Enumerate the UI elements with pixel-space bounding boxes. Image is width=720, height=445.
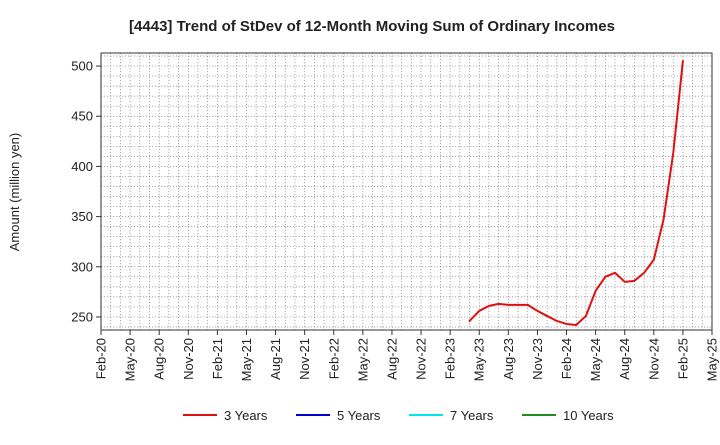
- x-tick-label: Feb-21: [210, 338, 225, 379]
- y-tick-label: 300: [71, 259, 93, 274]
- y-tick-label: 250: [71, 309, 93, 324]
- x-tick-label: Aug-24: [617, 338, 632, 380]
- x-tick-label: Aug-21: [268, 338, 283, 380]
- grid-layer: [100, 53, 713, 330]
- x-tick-label: Nov-22: [414, 338, 429, 380]
- x-tick-label: Nov-20: [181, 338, 196, 380]
- plot-frame: [100, 52, 713, 331]
- y-tick-label: 500: [71, 59, 93, 74]
- x-tick-label: Aug-22: [384, 338, 399, 380]
- x-tick-label: May-22: [355, 338, 370, 381]
- legend-label: 5 Years: [337, 408, 381, 423]
- y-axis-label: Amount (million yen): [7, 133, 22, 252]
- legend-label: 3 Years: [224, 408, 268, 423]
- x-tick-label: Nov-23: [530, 338, 545, 380]
- x-tick-label: Feb-23: [443, 338, 458, 379]
- legend-label: 10 Years: [563, 408, 614, 423]
- x-tick-label: Feb-24: [559, 338, 574, 379]
- x-tick-label: Nov-21: [297, 338, 312, 380]
- x-tick-label: Feb-22: [326, 338, 341, 379]
- x-tick-label: May-23: [472, 338, 487, 381]
- axis-layer: 250 300 350 400 450 500 Feb-20 May-20 Aug-20 Nov-…: [71, 52, 720, 381]
- y-tick-label: 350: [71, 209, 93, 224]
- series-layer: [468, 60, 684, 326]
- legend: 3 Years 5 Years 7 Years 10 Years: [183, 408, 614, 423]
- x-tick-label: Nov-24: [646, 338, 661, 380]
- x-tick-label: Aug-20: [152, 338, 167, 380]
- x-tick-label: Feb-20: [94, 338, 109, 379]
- x-tick-label: May-21: [239, 338, 254, 381]
- chart-title: [4443] Trend of StDev of 12-Month Moving…: [129, 18, 615, 35]
- legend-label: 7 Years: [450, 408, 494, 423]
- y-tick-label: 400: [71, 159, 93, 174]
- series-line-3-years: [468, 60, 684, 326]
- x-tick-label: May-25: [705, 338, 720, 381]
- x-tick-label: May-24: [588, 338, 603, 381]
- x-tick-label: Feb-25: [675, 338, 690, 379]
- y-tick-label: 450: [71, 109, 93, 124]
- x-tick-label: May-20: [123, 338, 138, 381]
- x-tick-label: Aug-23: [501, 338, 516, 380]
